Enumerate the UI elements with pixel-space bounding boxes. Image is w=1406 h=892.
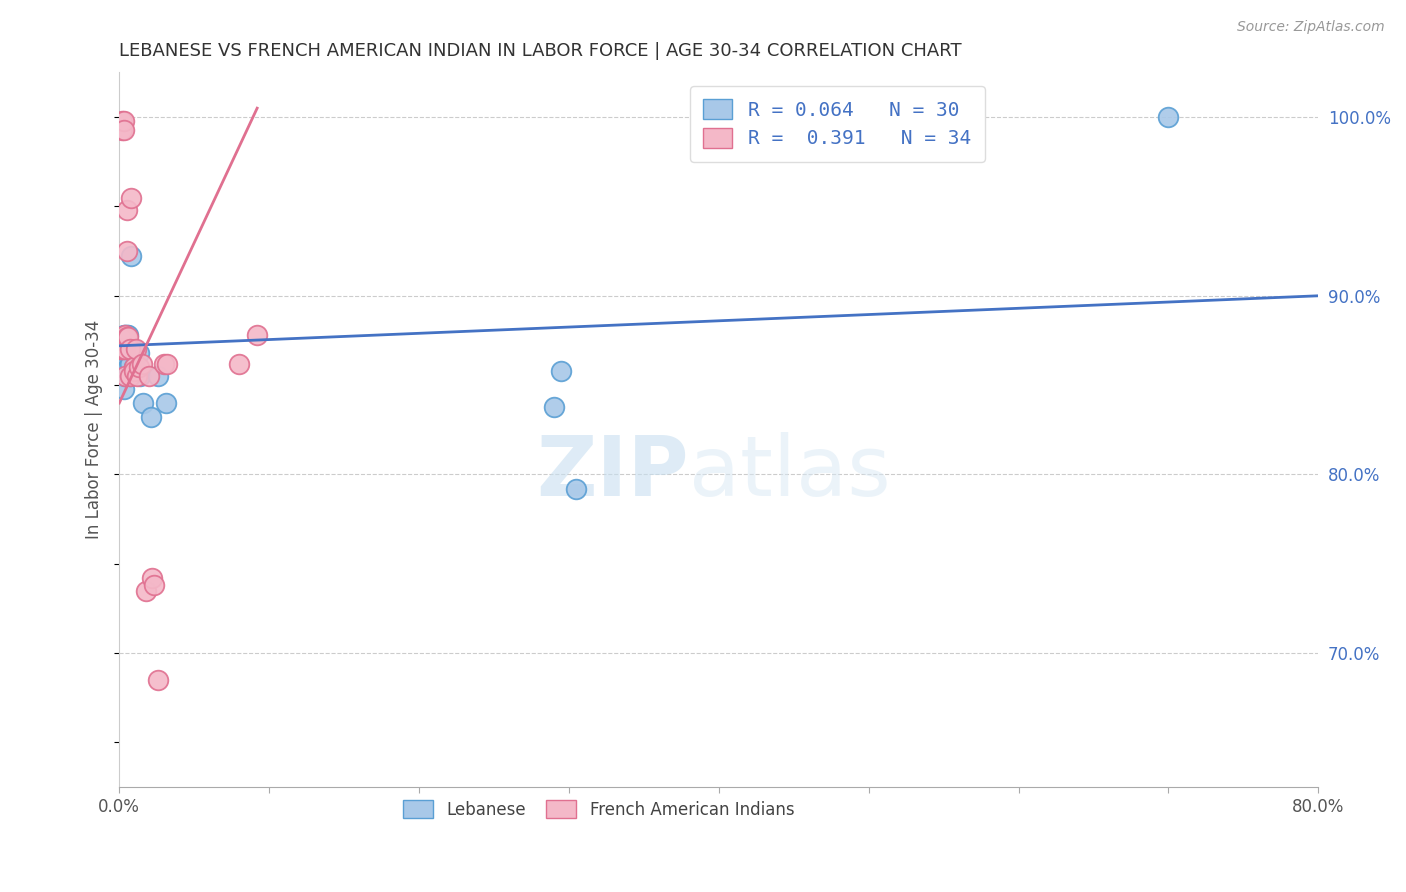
Point <box>1157 110 1180 124</box>
Point <box>139 410 162 425</box>
Point <box>112 382 135 396</box>
Text: ZIP: ZIP <box>536 433 689 513</box>
Point <box>110 343 132 357</box>
Point <box>246 328 269 343</box>
Point <box>110 330 132 344</box>
Text: atlas: atlas <box>689 433 890 513</box>
Point <box>112 343 135 357</box>
Legend: Lebanese, French American Indians: Lebanese, French American Indians <box>396 794 801 825</box>
Point <box>131 357 153 371</box>
Point <box>118 357 141 371</box>
Point <box>112 369 135 384</box>
Point <box>127 369 149 384</box>
Point <box>115 328 138 343</box>
Point <box>115 357 138 371</box>
Point <box>112 122 135 136</box>
Point <box>132 396 155 410</box>
Point <box>112 330 135 344</box>
Point <box>111 357 134 371</box>
Point <box>114 369 136 384</box>
Point <box>115 244 138 259</box>
Point <box>111 122 134 136</box>
Point <box>117 360 139 375</box>
Point <box>111 343 134 357</box>
Point <box>543 400 565 414</box>
Point <box>117 328 139 343</box>
Y-axis label: In Labor Force | Age 30-34: In Labor Force | Age 30-34 <box>86 320 103 540</box>
Point <box>122 364 145 378</box>
Point <box>129 369 152 384</box>
Point <box>153 357 176 371</box>
Point <box>111 343 134 357</box>
Point <box>117 330 139 344</box>
Point <box>565 482 588 496</box>
Point <box>142 578 165 592</box>
Point <box>112 113 135 128</box>
Point <box>114 328 136 343</box>
Point <box>148 673 170 687</box>
Point <box>155 396 177 410</box>
Point <box>135 583 157 598</box>
Point <box>125 364 148 378</box>
Point <box>111 113 134 128</box>
Point <box>118 343 141 357</box>
Point <box>156 357 179 371</box>
Text: LEBANESE VS FRENCH AMERICAN INDIAN IN LABOR FORCE | AGE 30-34 CORRELATION CHART: LEBANESE VS FRENCH AMERICAN INDIAN IN LA… <box>120 42 962 60</box>
Point <box>115 202 138 217</box>
Point <box>120 250 142 264</box>
Point <box>141 571 163 585</box>
Point <box>228 357 250 371</box>
Point <box>118 369 141 384</box>
Point <box>120 190 142 204</box>
Point <box>118 369 141 384</box>
Point <box>115 330 138 344</box>
Point <box>114 357 136 371</box>
Point <box>122 360 145 375</box>
Point <box>111 369 134 384</box>
Point <box>122 360 145 375</box>
Point <box>550 364 572 378</box>
Point <box>112 343 135 357</box>
Point <box>148 369 170 384</box>
Point <box>112 328 135 343</box>
Point <box>114 369 136 384</box>
Point <box>128 360 150 375</box>
Point <box>128 346 150 360</box>
Point <box>114 328 136 343</box>
Point <box>138 369 160 384</box>
Point <box>121 343 143 357</box>
Text: Source: ZipAtlas.com: Source: ZipAtlas.com <box>1237 20 1385 34</box>
Point <box>125 343 148 357</box>
Point <box>114 343 136 357</box>
